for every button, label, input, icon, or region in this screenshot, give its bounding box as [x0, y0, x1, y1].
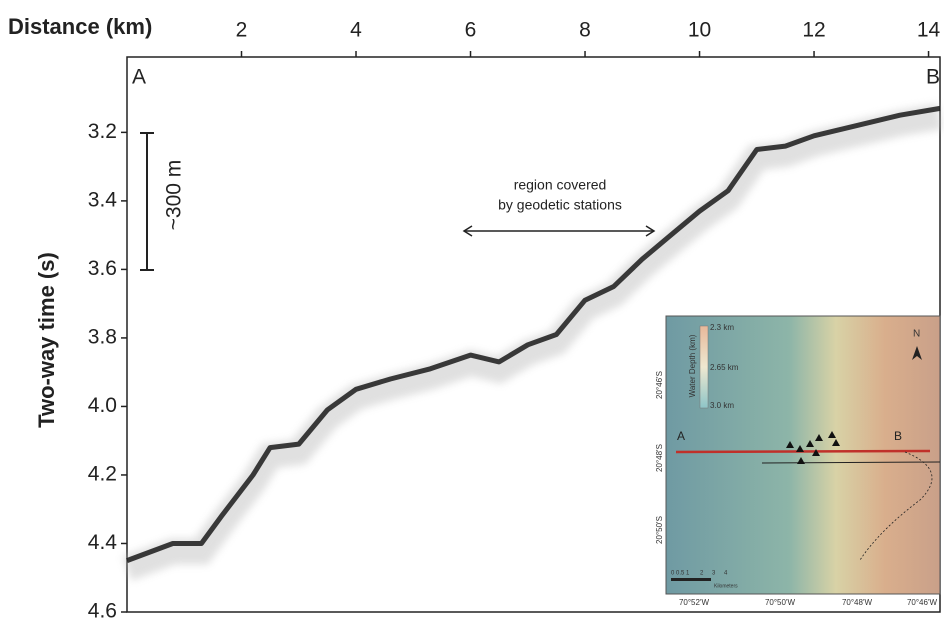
y-tick-label: 4.0	[88, 394, 117, 417]
inset-map	[665, 315, 941, 595]
lon-label: 70°48'W	[842, 598, 873, 607]
y-axis-label: Two-way time (s)	[34, 252, 59, 428]
scale-label: ~300 m	[163, 160, 186, 231]
x-axis-label: Distance (km)	[8, 14, 152, 39]
scale-label: 4	[724, 571, 728, 577]
legend-label: 2.3 km	[710, 323, 734, 332]
y-tick-label: 3.6	[88, 257, 117, 280]
lat-label: 20°48'S	[655, 444, 664, 472]
lat-label: 20°46'S	[655, 371, 664, 399]
lat-label: 20°50'S	[655, 516, 664, 544]
y-tick-label: 3.2	[88, 120, 117, 143]
reflection-halo	[122, 103, 943, 581]
legend-label: 3.0 km	[710, 401, 734, 410]
map-label-b: B	[894, 429, 902, 443]
y-tick-label: 3.8	[88, 325, 117, 348]
scale-bar	[140, 132, 154, 271]
north-label: N	[913, 329, 920, 340]
map-label-a: A	[677, 429, 685, 443]
seafloor-line	[126, 105, 941, 563]
region-arrow	[462, 225, 656, 237]
x-tick-label: 8	[579, 19, 591, 42]
scale-unit: Kilometers	[714, 583, 738, 589]
legend-title: Water Depth (km)	[688, 334, 697, 397]
x-tick-label: 2	[236, 19, 248, 42]
x-tick-label: 6	[465, 19, 477, 42]
region-label: by geodetic stations	[498, 197, 622, 213]
label-a: A	[132, 66, 146, 89]
lon-label: 70°50'W	[765, 598, 796, 607]
lon-label: 70°52'W	[679, 598, 710, 607]
legend-label: 2.65 km	[710, 363, 739, 372]
x-tick-label: 12	[802, 19, 825, 42]
label-b: B	[926, 66, 940, 89]
y-tick-label: 4.4	[88, 531, 118, 554]
region-label: region covered	[514, 177, 607, 193]
scale-label: 2	[700, 571, 704, 577]
x-tick-label: 10	[688, 19, 711, 42]
scale-label: 3	[712, 571, 716, 577]
x-tick-label: 14	[917, 19, 941, 42]
y-tick-label: 3.4	[88, 188, 118, 211]
y-tick-label: 4.6	[88, 600, 117, 619]
y-tick-label: 4.2	[88, 463, 117, 486]
x-tick-label: 4	[350, 19, 362, 42]
scale-label: 0 0.5 1	[671, 571, 690, 577]
lon-label: 70°46'W	[907, 598, 938, 607]
